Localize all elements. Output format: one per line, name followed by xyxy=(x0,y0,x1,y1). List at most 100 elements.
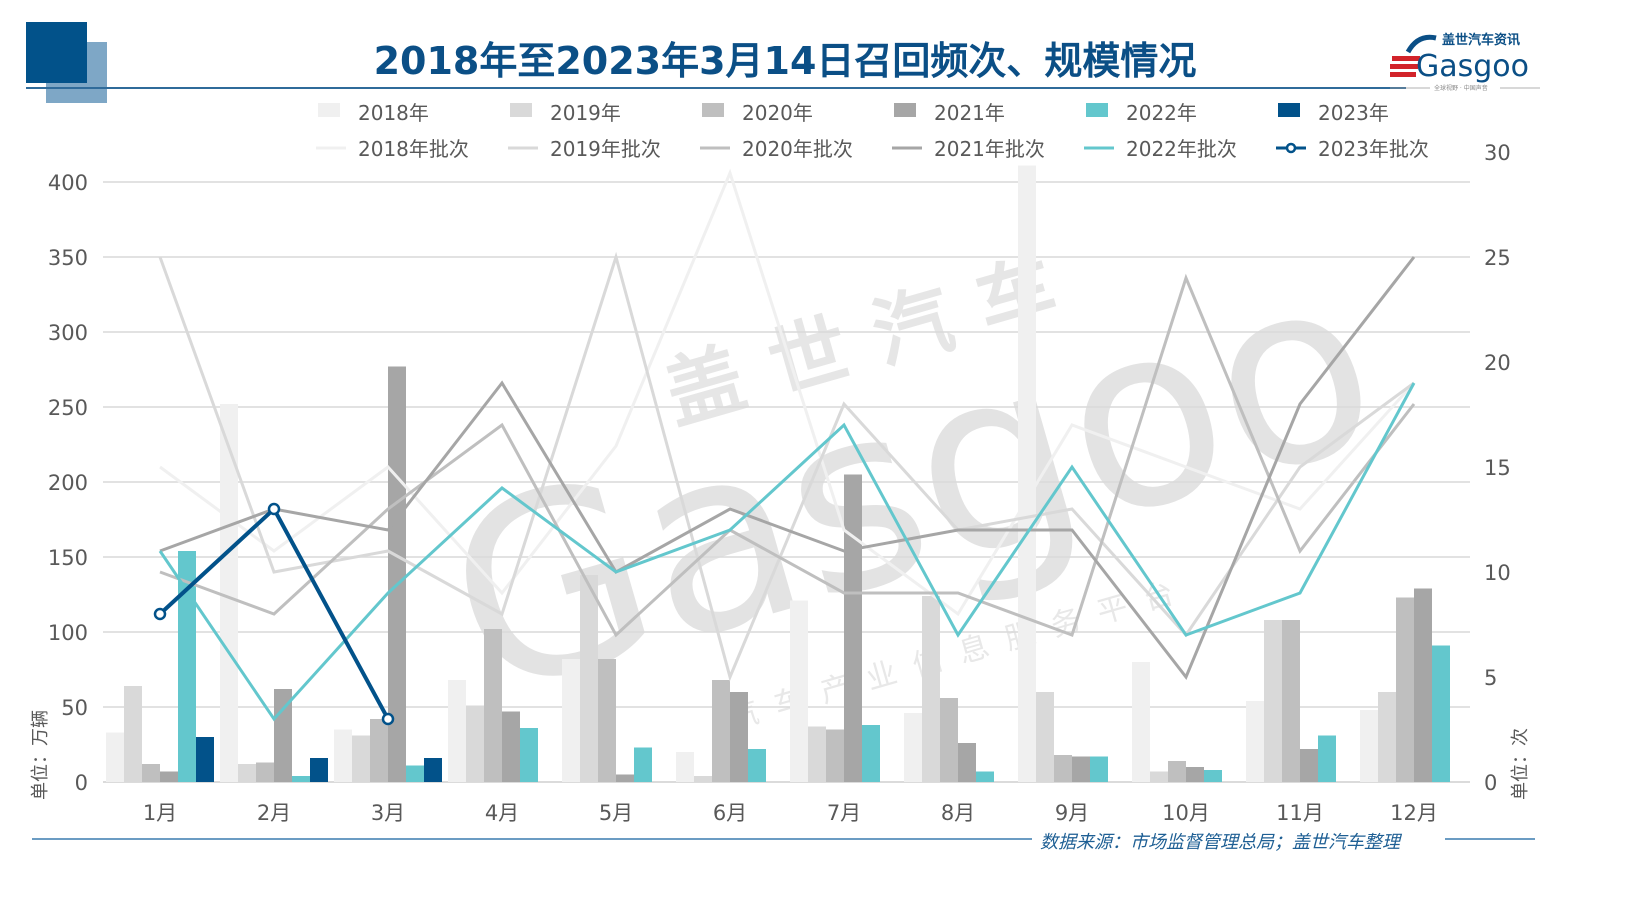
bar-2020-10 xyxy=(1168,761,1186,782)
bar-2022-3 xyxy=(406,765,424,782)
bar-2021-4 xyxy=(502,711,520,782)
bar-2022-8 xyxy=(976,771,994,782)
legend-swatch-2021[interactable] xyxy=(894,103,916,117)
legend-label-2018[interactable]: 2018年 xyxy=(358,101,429,125)
logo-arc-icon xyxy=(1405,34,1437,54)
line-series xyxy=(153,168,1416,726)
y2-tick-label: 5 xyxy=(1484,666,1497,690)
legend-label-2019[interactable]: 2019年 xyxy=(550,101,621,125)
y-tick-label: 300 xyxy=(48,321,88,345)
chart-title: 2018年至2023年3月14日召回频次、规模情况 xyxy=(373,39,1197,83)
bar-2021-7 xyxy=(844,474,862,782)
bar-2019-1 xyxy=(124,686,142,782)
y2-axis-title: 单位：次 xyxy=(1510,728,1531,800)
title-decoration-front xyxy=(26,22,87,83)
bar-2020-11 xyxy=(1282,620,1300,782)
x-tick-label: 2月 xyxy=(257,801,291,825)
line-2021-batches xyxy=(159,256,1416,680)
bar-2019-4 xyxy=(466,705,484,782)
x-tick-label: 9月 xyxy=(1055,801,1089,825)
bar-2019-2 xyxy=(238,764,256,782)
bar-2020-7 xyxy=(826,729,844,782)
bar-series xyxy=(106,165,1450,782)
bar-2019-3 xyxy=(352,735,370,782)
legend-label-2022[interactable]: 2022年 xyxy=(1126,101,1197,125)
bar-2019-5 xyxy=(580,575,598,782)
legend-label-2023-batch[interactable]: 2023年批次 xyxy=(1318,137,1429,161)
bar-2018-10 xyxy=(1132,662,1150,782)
bar-2021-11 xyxy=(1300,749,1318,782)
title-rule xyxy=(26,87,1406,89)
x-tick-label: 1月 xyxy=(143,801,177,825)
legend-label-2023[interactable]: 2023年 xyxy=(1318,101,1389,125)
bar-2022-11 xyxy=(1318,735,1336,782)
legend-label-2020-batch[interactable]: 2020年批次 xyxy=(742,137,853,161)
bar-2018-12 xyxy=(1360,710,1378,782)
y2-tick-label: 25 xyxy=(1484,246,1511,270)
bar-2021-9 xyxy=(1072,756,1090,782)
y-tick-label: 150 xyxy=(48,546,88,570)
bar-2021-8 xyxy=(958,743,976,782)
logo-wordmark: Gasgoo xyxy=(1416,49,1529,84)
bar-2020-3 xyxy=(370,719,388,782)
y-tick-label: 100 xyxy=(48,621,88,645)
legend-label-2020[interactable]: 2020年 xyxy=(742,101,813,125)
bar-2020-12 xyxy=(1396,597,1414,782)
bar-2022-10 xyxy=(1204,770,1222,782)
bar-2022-2 xyxy=(292,776,310,782)
bar-2020-1 xyxy=(142,764,160,782)
bar-2022-6 xyxy=(748,749,766,782)
bar-2018-4 xyxy=(448,680,466,782)
bar-2018-11 xyxy=(1246,701,1264,782)
legend-swatch-2019[interactable] xyxy=(510,103,532,117)
bar-2018-3 xyxy=(334,729,352,782)
bar-2021-12 xyxy=(1414,588,1432,782)
bar-2022-5 xyxy=(634,747,652,782)
bar-2018-8 xyxy=(904,713,922,782)
bar-2018-6 xyxy=(676,752,694,782)
legend-label-2019-batch[interactable]: 2019年批次 xyxy=(550,137,661,161)
x-tick-label: 12月 xyxy=(1390,801,1438,825)
x-tick-label: 5月 xyxy=(599,801,633,825)
x-tick-label: 11月 xyxy=(1276,801,1324,825)
legend-swatch-2022[interactable] xyxy=(1086,103,1108,117)
bar-2019-7 xyxy=(808,726,826,782)
bar-2020-2 xyxy=(256,762,274,782)
bar-2020-4 xyxy=(484,629,502,782)
y-tick-label: 50 xyxy=(61,696,88,720)
logo-tagline: 全球视野 · 中国声音 xyxy=(1434,84,1488,92)
legend-label-2022-batch[interactable]: 2022年批次 xyxy=(1126,137,1237,161)
bar-2018-1 xyxy=(106,732,124,782)
legend-swatch-2018[interactable] xyxy=(318,103,340,117)
marker-2023 xyxy=(153,607,167,621)
y-tick-label: 400 xyxy=(48,171,88,195)
bar-2022-7 xyxy=(862,725,880,782)
y2-tick-label: 10 xyxy=(1484,561,1511,585)
bar-2020-6 xyxy=(712,680,730,782)
legend-label-2021[interactable]: 2021年 xyxy=(934,101,1005,125)
y2-tick-label: 20 xyxy=(1484,351,1511,375)
y2-tick-label: 0 xyxy=(1484,771,1497,795)
y-tick-label: 350 xyxy=(48,246,88,270)
bar-2019-6 xyxy=(694,776,712,782)
line-2018-batches xyxy=(159,168,1416,617)
legend[interactable]: 2018年 2019年 2020年 2021年 2022年 2023年 2018年批次 201… xyxy=(316,101,1429,161)
bar-2019-11 xyxy=(1264,620,1282,782)
legend-label-2018-batch[interactable]: 2018年批次 xyxy=(358,137,469,161)
footer-rule-left xyxy=(32,838,1032,840)
logo-cn: 盖世汽车资讯 xyxy=(1442,32,1520,48)
bar-2020-5 xyxy=(598,659,616,782)
bar-2023-1 xyxy=(196,737,214,782)
bar-2018-7 xyxy=(790,600,808,782)
legend-label-2021-batch[interactable]: 2021年批次 xyxy=(934,137,1045,161)
bar-2019-9 xyxy=(1036,692,1054,782)
legend-swatch-2023[interactable] xyxy=(1278,103,1300,117)
y2-tick-label: 15 xyxy=(1484,456,1511,480)
x-tick-label: 6月 xyxy=(713,801,747,825)
legend-swatch-2020[interactable] xyxy=(702,103,724,117)
bar-2023-3 xyxy=(424,758,442,782)
marker-2023 xyxy=(267,502,281,516)
bar-2023-2 xyxy=(310,758,328,782)
x-tick-label: 8月 xyxy=(941,801,975,825)
